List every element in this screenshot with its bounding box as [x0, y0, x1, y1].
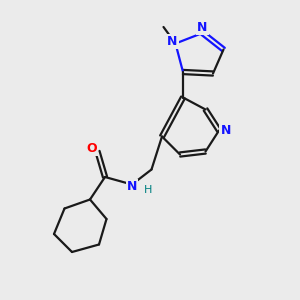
- Text: N: N: [220, 124, 231, 137]
- Text: H: H: [143, 185, 152, 195]
- Text: O: O: [87, 142, 98, 155]
- Text: N: N: [127, 179, 137, 193]
- Text: N: N: [167, 35, 178, 49]
- Text: N: N: [197, 21, 208, 34]
